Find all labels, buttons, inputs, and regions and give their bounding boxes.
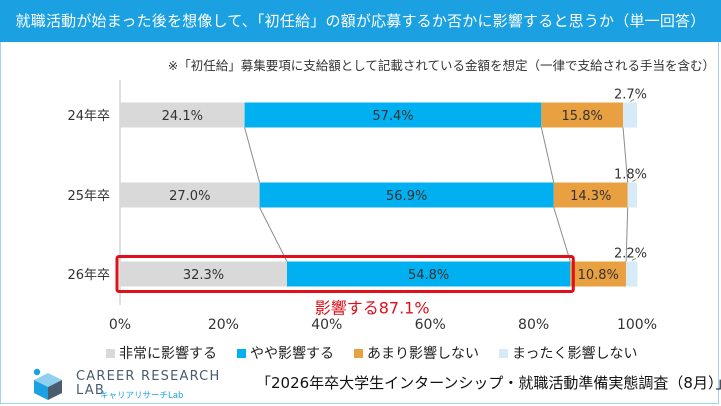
bar-segment — [626, 261, 638, 287]
legend-label-not-at-all: まったく影響しない — [512, 346, 638, 362]
x-tick-label: 0% — [109, 317, 131, 333]
leader-line — [631, 258, 637, 261]
data-label: 10.8% — [578, 268, 619, 283]
chart-note: ※「初任給」募集要項に支給額として記載されている金額を想定（一律で支給される手当… — [167, 58, 715, 73]
career-research-lab-logo: CAREER RESEARCH LAB キャリアリサーチLab — [28, 366, 228, 402]
chart-title: 就職活動が始まった後を想像して、「初任給」の額が応募するか否かに影響すると思うか… — [0, 0, 721, 42]
bar-segment — [541, 102, 624, 128]
data-label: 24.1% — [162, 109, 203, 124]
data-label: 57.4% — [372, 109, 413, 124]
data-label: 2.2% — [614, 247, 647, 262]
legend-item-very: 非常に影響する — [106, 343, 217, 363]
bar-segment — [627, 182, 637, 208]
legend-swatch-somewhat — [237, 348, 246, 358]
data-label: 1.8% — [614, 168, 647, 183]
highlight-label: 影響する87.1% — [315, 299, 430, 318]
logo-icon — [33, 368, 62, 400]
bar-segment — [259, 182, 554, 208]
bar-segment — [286, 261, 571, 287]
x-tick-label: 20% — [208, 317, 239, 333]
category-label: 25年卒 — [67, 189, 110, 204]
data-label: 14.3% — [570, 189, 611, 204]
legend-label-somewhat: やや影響する — [250, 346, 334, 362]
data-label: 56.9% — [386, 189, 427, 204]
survey-name: 「2026年卒大学生インターンシップ・就職活動準備実態調査（8月）」 — [256, 374, 721, 392]
connector-line — [622, 127, 629, 183]
data-label: 27.0% — [169, 189, 210, 204]
legend-label-not-much: あまり影響しない — [367, 346, 479, 362]
data-label: 15.8% — [562, 109, 603, 124]
connector-line — [553, 207, 571, 262]
bar-segment — [553, 182, 628, 208]
connector-line — [244, 127, 261, 183]
data-label: 32.3% — [183, 268, 224, 283]
legend-label-very: 非常に影響する — [119, 346, 217, 362]
category-label: 24年卒 — [67, 109, 110, 124]
leader-line — [632, 179, 637, 182]
logo-subtitle: キャリアリサーチLab — [100, 391, 184, 401]
logo-line2: LAB — [76, 383, 105, 398]
data-label: 2.7% — [614, 88, 647, 103]
legend-item-not-much: あまり影響しない — [354, 343, 479, 363]
bar-segment — [570, 261, 627, 287]
category-label: 26年卒 — [67, 268, 110, 283]
x-tick-label: 40% — [311, 317, 342, 333]
bar-segment — [120, 182, 260, 208]
legend-swatch-very — [106, 348, 115, 358]
legend-item-not-at-all: まったく影響しない — [499, 343, 637, 363]
leader-line — [629, 99, 635, 102]
legend-swatch-not-much — [354, 348, 363, 358]
connector-line — [259, 207, 288, 262]
legend: 非常に影響する やや影響する あまり影響しない まったく影響しない — [106, 343, 666, 363]
logo-line1: CAREER RESEARCH — [76, 369, 221, 384]
bar-segment — [623, 102, 637, 128]
bar-segment — [120, 102, 245, 128]
x-tick-label: 80% — [518, 317, 549, 333]
connector-line — [540, 127, 555, 183]
connector-line — [625, 207, 629, 262]
x-tick-label: 60% — [415, 317, 446, 333]
highlight-box — [115, 255, 575, 293]
data-label: 54.8% — [408, 268, 449, 283]
bar-segment — [244, 102, 542, 128]
legend-item-somewhat: やや影響する — [237, 343, 334, 363]
legend-swatch-not-at-all — [499, 348, 508, 358]
logo-text: CAREER RESEARCH LAB — [76, 370, 220, 398]
bar-segment — [120, 261, 287, 287]
x-tick-label: 100% — [617, 317, 657, 333]
